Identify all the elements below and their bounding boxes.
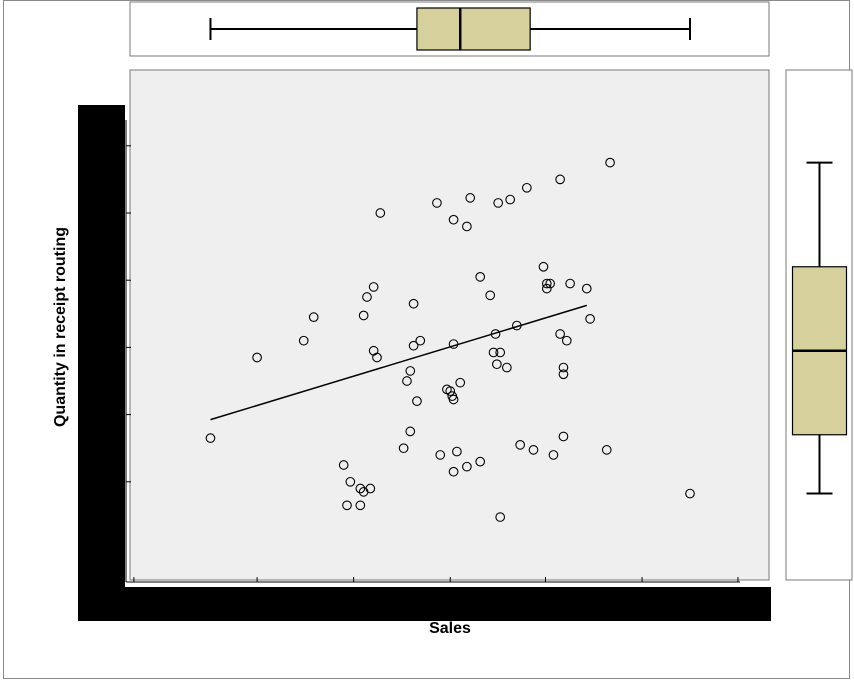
data-point [342, 500, 352, 511]
scatter-points [205, 157, 695, 522]
y-ticks [126, 145, 131, 483]
data-point [252, 352, 262, 363]
data-point [452, 446, 462, 457]
data-point [298, 335, 309, 346]
x-boxplot [209, 7, 691, 51]
data-point [475, 456, 486, 467]
data-point [408, 340, 419, 351]
data-point [545, 278, 555, 289]
data-point [462, 221, 472, 232]
data-point [462, 461, 472, 472]
data-point [345, 476, 356, 487]
data-point [515, 439, 526, 450]
y-axis-band [78, 105, 125, 621]
data-point [398, 443, 409, 454]
data-point [205, 433, 216, 443]
data-point [521, 182, 532, 193]
data-point [355, 483, 366, 494]
x-ticks [133, 577, 739, 582]
data-point [362, 292, 372, 302]
data-point [408, 298, 419, 309]
x-axis-title: Sales [429, 620, 471, 637]
data-point [308, 312, 319, 323]
data-point [432, 198, 442, 208]
data-point [490, 329, 501, 339]
data-point [541, 278, 552, 289]
data-point [405, 426, 416, 437]
data-point [601, 445, 612, 455]
regression-line [210, 304, 587, 421]
data-point [448, 394, 459, 405]
data-point [402, 376, 412, 386]
data-point [485, 290, 496, 301]
data-point [493, 198, 504, 208]
data-point [585, 313, 595, 324]
data-point [475, 271, 486, 282]
data-point [405, 366, 416, 376]
data-point [548, 450, 559, 460]
data-point [435, 450, 446, 460]
data-point [448, 466, 459, 477]
data-point [465, 193, 476, 203]
data-point [528, 445, 539, 455]
data-point [448, 214, 459, 225]
data-point [358, 310, 369, 321]
x-axis-band [78, 587, 771, 621]
data-point [558, 369, 569, 380]
data-point [355, 500, 366, 511]
data-point [502, 362, 512, 373]
x-box-iqr [416, 7, 531, 51]
axes [125, 120, 740, 583]
data-point [488, 347, 499, 358]
data-point [455, 377, 466, 388]
data-point [372, 352, 382, 363]
plot-area [129, 69, 770, 581]
data-point [445, 386, 456, 396]
data-point [538, 261, 549, 272]
data-point [495, 347, 506, 358]
data-point [555, 174, 565, 185]
data-point [555, 329, 565, 339]
data-point [448, 339, 459, 349]
data-point [685, 488, 695, 499]
data-point [505, 194, 516, 205]
fit-line-group [210, 304, 587, 421]
data-point [365, 483, 376, 494]
data-point [412, 396, 422, 407]
data-point [565, 278, 575, 289]
data-point [495, 512, 506, 522]
y-axis-title: Quantity in receipt routing [52, 226, 69, 428]
data-point [581, 283, 592, 294]
data-point [375, 208, 386, 218]
data-point [511, 320, 522, 331]
data-point [561, 335, 572, 346]
y-boxplot [791, 161, 848, 495]
data-point [368, 282, 379, 292]
data-point [605, 157, 615, 168]
data-point [338, 460, 349, 470]
data-point [558, 362, 569, 373]
data-point [415, 335, 426, 346]
data-point [541, 283, 552, 294]
data-point [492, 359, 502, 370]
data-point [558, 431, 569, 442]
